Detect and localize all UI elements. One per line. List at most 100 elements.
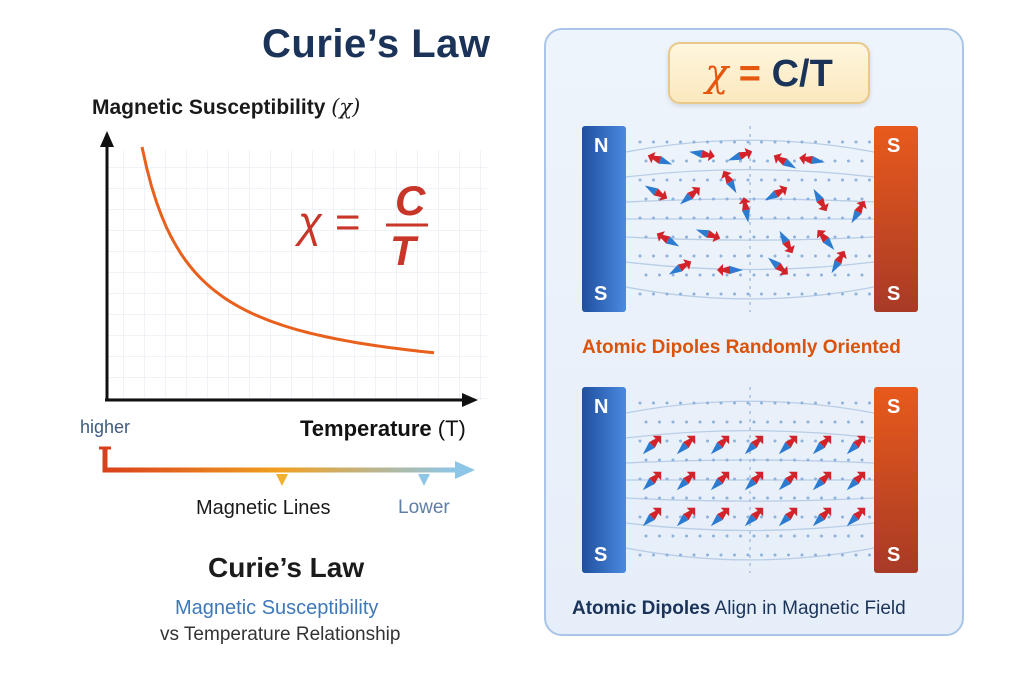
- scale-bar-arrow: [455, 461, 475, 479]
- field-dot: [712, 197, 715, 201]
- field-dot: [698, 534, 702, 538]
- field-dot: [814, 515, 817, 519]
- field-dot: [698, 273, 702, 277]
- magnet-label-s-bottom: S: [887, 544, 900, 566]
- field-dot: [746, 401, 750, 405]
- field-dot: [638, 140, 642, 144]
- dipole-arrow: [642, 471, 662, 491]
- field-line: [625, 261, 875, 271]
- field-dot: [698, 159, 702, 163]
- field-dot: [685, 458, 688, 462]
- field-dot: [752, 458, 756, 462]
- field-dot: [652, 553, 655, 557]
- field-dot: [860, 197, 864, 201]
- field-dot: [814, 439, 817, 443]
- dipole-arrow: [744, 471, 764, 491]
- field-dot: [746, 439, 750, 443]
- field-dot: [806, 197, 810, 201]
- field-dot: [733, 553, 736, 557]
- field-dot: [854, 140, 858, 144]
- field-dot: [766, 496, 769, 500]
- dipole-arrow: [744, 507, 764, 527]
- field-dot: [692, 292, 696, 296]
- field-dot: [833, 420, 837, 424]
- field-dot: [671, 159, 675, 163]
- field-dot: [665, 216, 669, 220]
- field-dot: [692, 553, 696, 557]
- field-dot: [773, 401, 777, 405]
- field-dot: [725, 420, 729, 424]
- field-dot: [760, 553, 763, 557]
- field-dot: [847, 235, 850, 239]
- field-dot: [644, 458, 648, 462]
- field-dot: [760, 254, 763, 258]
- field-dot: [679, 292, 682, 296]
- field-dot: [706, 140, 709, 144]
- field-dot: [712, 534, 715, 538]
- scale-marker-middle: [276, 474, 288, 486]
- field-dot: [644, 235, 648, 239]
- field-dot: [746, 178, 750, 182]
- field-line: [625, 400, 875, 414]
- field-dot: [706, 401, 709, 405]
- north-magnet: [582, 126, 626, 312]
- field-dot: [860, 534, 864, 538]
- x-axis-arrow: [462, 393, 478, 407]
- field-dot: [779, 458, 783, 462]
- field-dot: [841, 140, 844, 144]
- field-dot: [800, 553, 804, 557]
- field-dot: [752, 496, 756, 500]
- field-dot: [793, 197, 796, 201]
- field-dot: [733, 292, 736, 296]
- field-dot: [868, 178, 871, 182]
- field-dot: [638, 477, 642, 481]
- field-dot: [847, 159, 850, 163]
- dipole-arrow: [816, 230, 835, 250]
- dipole-arrow: [812, 471, 832, 491]
- field-dot: [752, 534, 756, 538]
- field-dot: [787, 401, 790, 405]
- field-dot: [752, 197, 756, 201]
- field-dot: [779, 534, 783, 538]
- field-dot: [847, 273, 850, 277]
- magnet-label-n: N: [594, 135, 608, 157]
- field-dot: [773, 439, 777, 443]
- field-dot: [800, 439, 804, 443]
- field-dot: [760, 292, 763, 296]
- magnet-label-s-top: S: [887, 396, 900, 418]
- field-dot: [752, 159, 756, 163]
- field-dot: [746, 140, 750, 144]
- y-axis-label: Magnetic Susceptibility (χ): [92, 95, 360, 120]
- field-dot: [779, 197, 783, 201]
- field-dot: [725, 159, 729, 163]
- field-dot: [638, 292, 642, 296]
- field-dot: [800, 292, 804, 296]
- field-dot: [692, 254, 696, 258]
- dipole-arrow: [710, 471, 730, 491]
- field-dot: [820, 420, 823, 424]
- field-dot: [833, 197, 837, 201]
- formula-denominator: T: [390, 227, 419, 274]
- field-dot: [746, 515, 750, 519]
- dipole-arrow: [779, 230, 795, 254]
- dipole-arrow: [689, 149, 715, 162]
- dipole-arrow: [764, 185, 788, 201]
- field-line: [625, 139, 875, 153]
- formula-box-chi: χ: [705, 51, 729, 95]
- field-dot: [652, 140, 655, 144]
- field-dot: [665, 477, 669, 481]
- field-dot: [827, 515, 831, 519]
- field-dot: [644, 420, 648, 424]
- field-line: [625, 522, 875, 532]
- field-dot: [638, 254, 642, 258]
- field-dot: [698, 420, 702, 424]
- formula-numerator: C: [395, 177, 426, 224]
- field-dot: [800, 178, 804, 182]
- field-dot: [868, 553, 871, 557]
- dipole-arrow: [778, 471, 798, 491]
- field-dot: [671, 534, 675, 538]
- field-dot: [712, 496, 715, 500]
- field-dot: [644, 534, 648, 538]
- field-dot: [665, 292, 669, 296]
- field-dot: [739, 420, 742, 424]
